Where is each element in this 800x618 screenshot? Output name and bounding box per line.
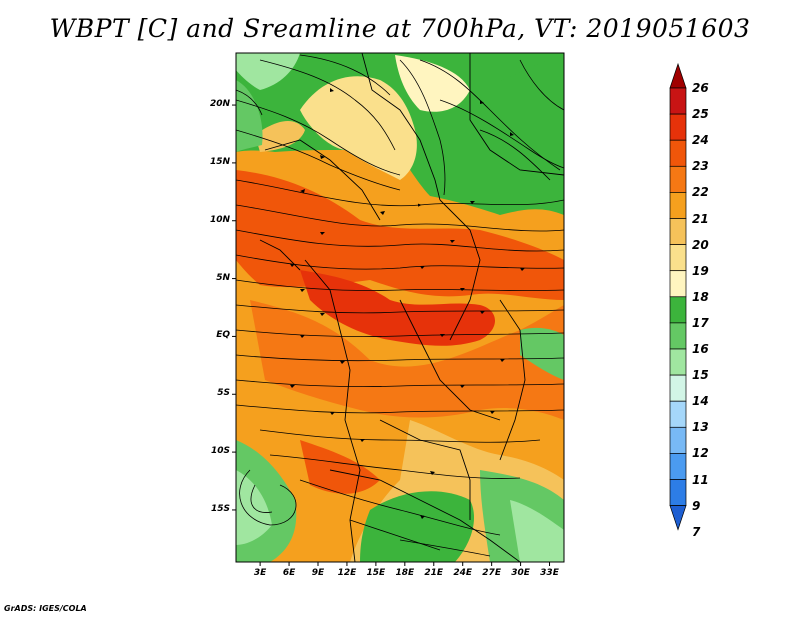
region-warm-core — [300, 270, 495, 346]
colorbar-label: 13 — [692, 420, 709, 435]
streamline-arrows — [290, 88, 525, 519]
colorbar-swatch — [669, 139, 687, 167]
colorbar-swatch — [669, 87, 687, 115]
colorbar-label: 24 — [692, 133, 709, 148]
colorbar-swatch — [669, 400, 687, 428]
colorbar-swatch — [669, 374, 687, 402]
colorbar-swatch — [669, 322, 687, 350]
colorbar-label: 11 — [692, 472, 709, 487]
colorbar — [669, 62, 687, 531]
region-south-orange — [300, 440, 380, 494]
region-west-green — [236, 80, 263, 152]
grads-credit: GrADS: IGES/COLA — [4, 604, 87, 613]
colorbar-label: 17 — [692, 315, 709, 330]
colorbar-label: 7 — [692, 524, 701, 539]
colorbar-swatch — [669, 218, 687, 245]
colorbar-swatch — [669, 270, 687, 298]
region-equator-orange — [250, 300, 564, 420]
lat-label: 5S — [217, 388, 230, 399]
lon-label: 21E — [424, 568, 444, 578]
colorbar-label: 12 — [692, 446, 709, 461]
colorbar-label: 20 — [692, 237, 709, 252]
region-ne-pale — [395, 55, 470, 112]
lon-label: 24E — [453, 568, 473, 578]
lon-label: 30E — [511, 568, 530, 578]
colorbar-swatch — [669, 244, 687, 272]
colorbar-swatch — [669, 113, 687, 141]
lat-label: 20N — [209, 99, 230, 110]
colorbar-top-arrow — [669, 62, 687, 89]
colorbar-swatch — [669, 296, 687, 324]
colorbar-swatch — [669, 453, 687, 480]
region-east-green — [520, 327, 564, 380]
colorbar-label: 14 — [692, 394, 709, 409]
colorbar-label: 15 — [692, 368, 709, 383]
colorbar-label: 25 — [692, 107, 709, 122]
lat-ticks — [232, 104, 236, 511]
lat-label: 5N — [216, 272, 230, 283]
lon-label: 15E — [366, 568, 386, 578]
colorbar-swatch — [669, 426, 687, 454]
colorbar-swatch — [669, 192, 687, 219]
colorbar-swatch — [669, 479, 687, 506]
colorbar-label: 19 — [692, 263, 709, 278]
colorbar-label: 26 — [692, 81, 709, 95]
colorbar-label: 22 — [692, 185, 709, 200]
map-frame — [235, 52, 565, 563]
colorbar-label: 16 — [692, 342, 709, 356]
lat-label: 15N — [209, 156, 230, 167]
lat-label: EQ — [216, 330, 230, 341]
lon-ticks — [259, 562, 551, 566]
lon-label: 3E — [253, 568, 267, 578]
region-sahel-yellow — [300, 76, 417, 180]
region-north-light — [255, 120, 305, 152]
colorbar-label: 23 — [692, 159, 709, 174]
region-north-east-green — [475, 55, 564, 180]
region-nw-lightgreen — [236, 53, 300, 90]
region-southeast-green — [360, 491, 475, 562]
colorbar-swatch — [669, 348, 687, 376]
colorbar-bottom-arrow — [669, 505, 687, 531]
country-borders — [259, 53, 564, 562]
lon-label: 33E — [540, 568, 559, 578]
lon-label: 6E — [282, 568, 296, 578]
streamlines — [236, 54, 564, 557]
lon-label: 18E — [395, 568, 415, 578]
colorbar-label: 21 — [692, 211, 709, 226]
colorbar-label: 18 — [692, 289, 709, 304]
lon-label: 27E — [482, 568, 501, 578]
lat-label: 10N — [209, 214, 230, 225]
lon-label: 12E — [337, 568, 357, 578]
region-se-light — [510, 500, 564, 562]
lat-label: 15S — [210, 503, 230, 514]
colorbar-swatch — [669, 165, 687, 193]
colorbar-label: 9 — [692, 498, 701, 513]
region-band-orange — [236, 170, 564, 300]
chart-title: WBPT [C] and Sreamline at 700hPa, VT: 20… — [49, 14, 751, 43]
lon-label: 9E — [311, 568, 325, 578]
lat-label: 10S — [210, 446, 230, 457]
